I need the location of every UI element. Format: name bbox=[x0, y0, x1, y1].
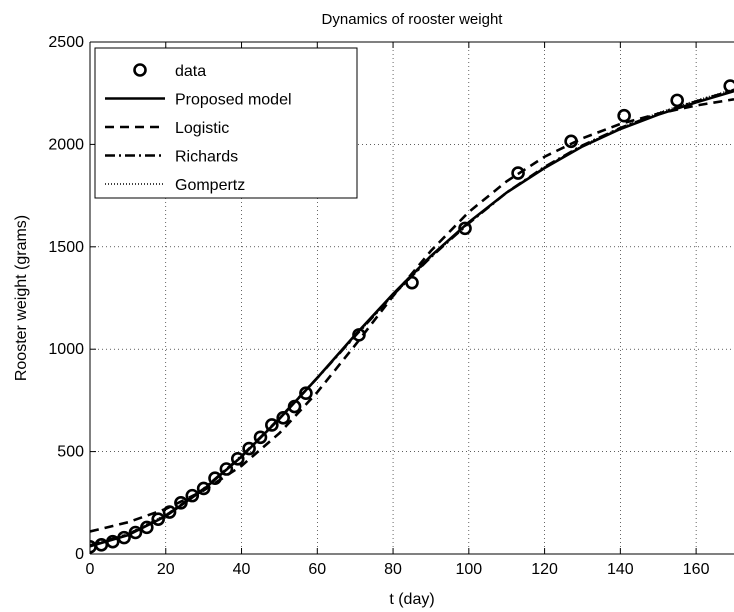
x-tick-label: 80 bbox=[384, 561, 402, 578]
x-tick-label: 140 bbox=[607, 561, 634, 578]
x-tick-label: 0 bbox=[86, 561, 95, 578]
y-tick-label: 1000 bbox=[48, 341, 84, 358]
data-point bbox=[162, 505, 177, 519]
data-point bbox=[140, 520, 154, 535]
data-point bbox=[242, 441, 256, 456]
data-point bbox=[511, 166, 525, 180]
data-point bbox=[208, 471, 222, 486]
series-logistic-line bbox=[90, 98, 734, 533]
data-point bbox=[117, 530, 131, 545]
legend: data Proposed model Logistic Richards Gomper… bbox=[94, 47, 358, 199]
data-point bbox=[458, 221, 472, 236]
legend-label: Richards bbox=[175, 149, 238, 166]
data-point bbox=[287, 399, 302, 414]
data-point bbox=[299, 386, 313, 401]
y-tick-label: 1500 bbox=[48, 239, 84, 256]
data-point bbox=[276, 411, 291, 425]
legend-box bbox=[94, 47, 358, 199]
data-point bbox=[253, 430, 268, 445]
data-point bbox=[151, 512, 165, 526]
x-tick-label: 160 bbox=[683, 561, 710, 578]
legend-label: Gompertz bbox=[175, 177, 245, 194]
y-axis-label: Rooster weight (grams) bbox=[13, 215, 30, 381]
y-tick-label: 0 bbox=[75, 546, 84, 563]
y-tick-label: 500 bbox=[57, 444, 84, 461]
x-axis-label: t (day) bbox=[389, 591, 434, 608]
data-point bbox=[670, 93, 684, 108]
data-point bbox=[105, 534, 120, 549]
chart-title: Dynamics of rooster weight bbox=[322, 11, 504, 28]
x-tick-label: 120 bbox=[531, 561, 558, 578]
x-tick-label: 20 bbox=[157, 561, 175, 578]
legend-marker-data bbox=[133, 63, 147, 77]
data-point bbox=[196, 481, 211, 496]
data-point bbox=[174, 495, 188, 510]
y-tick-label: 2500 bbox=[48, 34, 84, 51]
x-tick-label: 100 bbox=[455, 561, 482, 578]
data-point bbox=[265, 418, 279, 432]
x-tick-label: 40 bbox=[233, 561, 251, 578]
data-point bbox=[617, 108, 631, 123]
data-point bbox=[185, 488, 200, 503]
legend-label: Proposed model bbox=[175, 92, 292, 109]
legend-label: data bbox=[175, 63, 206, 80]
data-point bbox=[564, 134, 578, 149]
data-point bbox=[723, 79, 734, 93]
data-point bbox=[219, 462, 234, 476]
data-point bbox=[352, 328, 366, 342]
axes: 0 20 40 60 80 100 120 140 160 0 500 1000 1500 2000 250… bbox=[48, 34, 734, 578]
y-tick-label: 2000 bbox=[48, 136, 84, 153]
legend-label: Logistic bbox=[175, 120, 229, 137]
data-point bbox=[230, 451, 245, 466]
x-tick-label: 60 bbox=[308, 561, 326, 578]
data-point bbox=[405, 275, 419, 290]
series-layer bbox=[90, 79, 734, 554]
data-point bbox=[128, 525, 143, 540]
